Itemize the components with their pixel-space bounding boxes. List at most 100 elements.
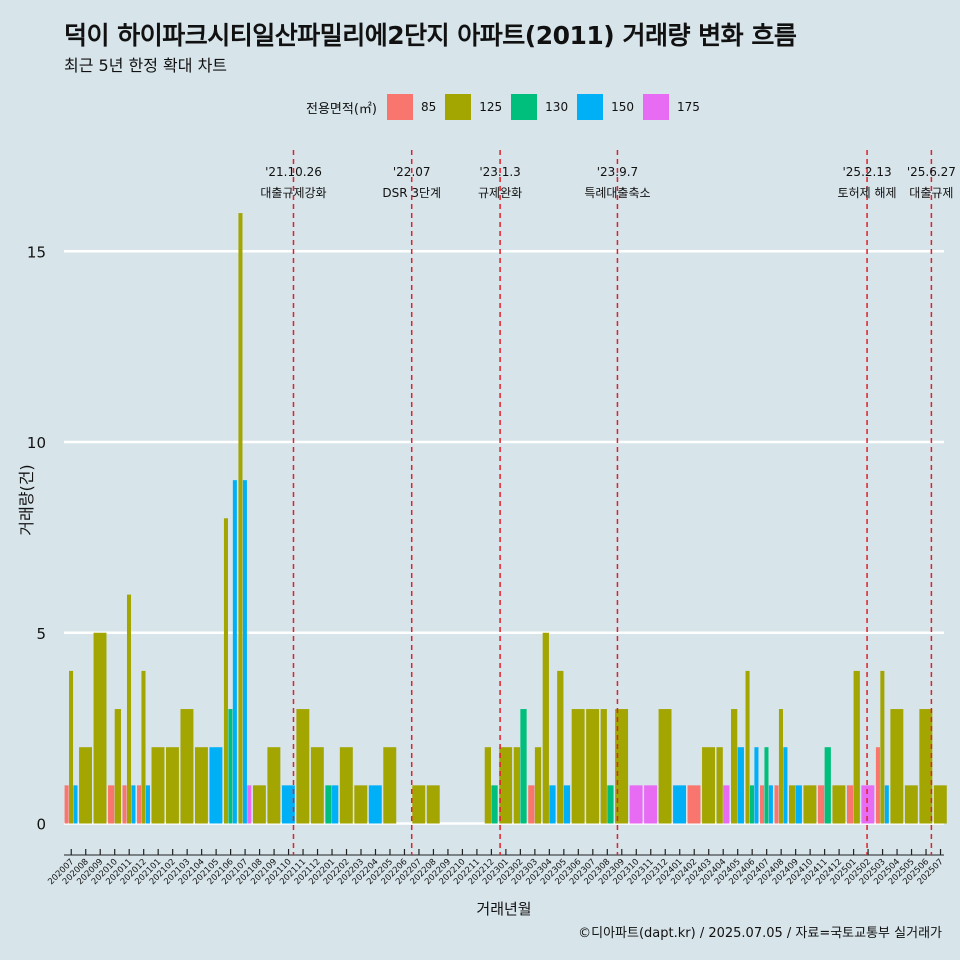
bar-202112-125 — [310, 747, 324, 824]
event-name-label: DSR 3단계 — [382, 186, 441, 200]
bar-202106-150 — [232, 480, 237, 824]
bar-202110-150 — [281, 785, 295, 824]
bar-202401-150 — [673, 785, 687, 824]
bar-202403-125 — [702, 747, 715, 824]
bar-202102-125 — [165, 747, 179, 824]
bar-202407-130 — [764, 747, 769, 824]
bar-202503-125 — [880, 670, 885, 824]
bar-202011-125 — [126, 594, 132, 824]
bar-202504-125 — [890, 709, 904, 824]
event-date-label: '22.07 — [393, 165, 431, 179]
bar-202302-125 — [513, 747, 520, 824]
bar-202108-125 — [252, 785, 266, 824]
bar-202407-85 — [760, 785, 765, 824]
bar-202202-125 — [339, 747, 353, 824]
bar-202411-85 — [817, 785, 825, 824]
bar-202305-150 — [563, 785, 571, 824]
bar-202008-125 — [79, 747, 92, 824]
event-name-label: 토허제 해제 — [838, 186, 897, 200]
bar-202103-125 — [180, 709, 194, 824]
bar-202308-130 — [607, 785, 614, 824]
bar-202201-150 — [332, 785, 339, 824]
event-date-label: '25.2.13 — [843, 165, 892, 179]
bar-202007-150 — [73, 785, 78, 824]
event-date-label: '25.6.27 — [907, 165, 956, 179]
x-axis-title: 거래년월 — [476, 900, 531, 918]
legend: 전용면적(㎡) 85 125 130 150 175 — [306, 93, 709, 121]
event-name-label: 특례대출축소 — [584, 186, 650, 200]
bar-202411-130 — [824, 747, 831, 824]
bar-202412-125 — [832, 785, 846, 824]
bar-202011-85 — [122, 785, 127, 824]
bar-202109-125 — [267, 747, 281, 824]
bar-202105-150 — [209, 747, 223, 824]
legend-key-130 — [511, 94, 538, 120]
legend-label-150: 150 — [611, 100, 634, 114]
bar-202312-125 — [658, 709, 672, 824]
bar-202106-130 — [228, 709, 233, 824]
bar-202406-150 — [754, 747, 759, 824]
bar-202012-125 — [141, 670, 146, 824]
bar-202007-85 — [64, 785, 69, 824]
event-date-label: '23.9.7 — [597, 165, 638, 179]
bar-202506-125 — [919, 709, 933, 824]
bar-202308-125 — [600, 709, 607, 824]
bar-202404-175 — [723, 785, 730, 824]
bar-202104-125 — [194, 747, 208, 824]
bar-202406-125 — [745, 670, 750, 824]
legend-item-130: 130 — [511, 94, 568, 120]
bar-202309-125 — [615, 709, 629, 824]
bar-202011-150 — [131, 785, 136, 824]
bar-202101-125 — [151, 747, 165, 824]
bar-202507-125 — [933, 785, 947, 824]
bar-202405-125 — [731, 709, 738, 824]
bar-202106-125 — [223, 518, 228, 824]
bar-202409-125 — [788, 785, 796, 824]
legend-key-125 — [445, 94, 472, 120]
bar-202405-150 — [737, 747, 744, 824]
bar-202304-125 — [542, 632, 549, 824]
bar-202503-85 — [875, 747, 880, 824]
bar-202111-125 — [296, 709, 310, 824]
event-date-label: '23.1.3 — [479, 165, 520, 179]
y-tick-label: 0 — [36, 816, 46, 834]
bar-202205-125 — [383, 747, 397, 824]
bar-202406-130 — [749, 785, 755, 824]
bar-202408-150 — [783, 747, 788, 824]
legend-label-85: 85 — [420, 100, 437, 114]
bar-202203-125 — [354, 785, 368, 824]
y-tick-label: 15 — [27, 243, 46, 261]
bar-202311-175 — [644, 785, 658, 824]
bar-202207-125 — [412, 785, 426, 824]
bar-202201-130 — [325, 785, 332, 824]
bar-202302-130 — [520, 709, 527, 824]
event-name-label: 대출규제강화 — [260, 186, 326, 200]
bar-202212-130 — [491, 785, 498, 824]
bar-202503-150 — [884, 785, 889, 824]
bar-202408-85 — [774, 785, 779, 824]
bar-202012-150 — [145, 785, 150, 824]
bar-202010-125 — [114, 709, 121, 824]
bar-202007-125 — [69, 670, 74, 824]
legend-key-175 — [642, 94, 669, 120]
y-tick-label: 10 — [27, 434, 46, 452]
bar-202010-85 — [108, 785, 115, 824]
bar-202502-175 — [861, 785, 875, 824]
bar-202009-125 — [93, 632, 107, 824]
y-tick-label: 5 — [36, 625, 46, 643]
bar-202402-85 — [687, 785, 701, 824]
chart-subtitle: 최근 5년 한정 확대 차트 — [64, 56, 228, 75]
event-date-label: '21.10.26 — [265, 165, 322, 179]
bar-202410-125 — [803, 785, 817, 824]
bar-202305-125 — [557, 670, 564, 824]
legend-label-175: 175 — [676, 100, 700, 114]
bar-202306-125 — [571, 709, 585, 824]
legend-key-150 — [577, 94, 604, 120]
legend-item-125: 125 — [445, 94, 502, 120]
bar-202303-125 — [534, 747, 542, 824]
bar-202107-150 — [242, 480, 247, 824]
legend-item-85: 85 — [386, 94, 437, 120]
bar-202012-85 — [137, 785, 142, 824]
